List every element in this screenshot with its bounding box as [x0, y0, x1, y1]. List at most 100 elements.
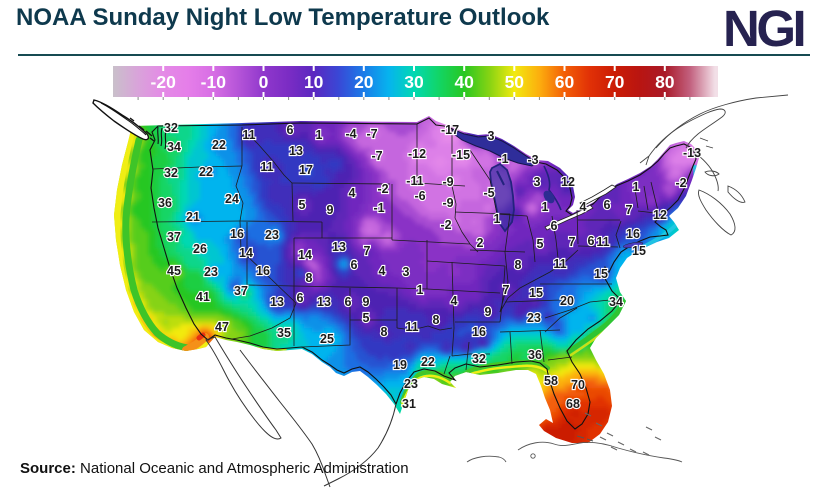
- svg-text:22: 22: [421, 355, 435, 369]
- svg-text:6: 6: [551, 219, 558, 233]
- svg-text:34: 34: [609, 295, 623, 309]
- svg-text:34: 34: [167, 140, 181, 154]
- svg-text:41: 41: [196, 290, 210, 304]
- svg-text:-9: -9: [442, 196, 453, 210]
- svg-text:31: 31: [402, 397, 416, 411]
- svg-text:-7: -7: [371, 149, 382, 163]
- svg-text:37: 37: [234, 284, 248, 298]
- svg-text:70: 70: [605, 72, 625, 92]
- svg-text:22: 22: [212, 138, 226, 152]
- svg-text:7: 7: [569, 235, 576, 249]
- svg-text:5: 5: [363, 311, 370, 325]
- svg-text:-1: -1: [497, 152, 508, 166]
- svg-text:-9: -9: [442, 175, 453, 189]
- svg-text:17: 17: [299, 163, 313, 177]
- svg-text:24: 24: [225, 192, 239, 206]
- svg-text:9: 9: [485, 305, 492, 319]
- svg-text:1: 1: [542, 200, 549, 214]
- svg-text:19: 19: [393, 358, 407, 372]
- svg-text:7: 7: [364, 244, 371, 258]
- svg-text:45: 45: [167, 264, 181, 278]
- svg-text:11: 11: [242, 128, 255, 142]
- svg-text:11: 11: [596, 235, 609, 249]
- svg-text:58: 58: [544, 374, 558, 388]
- svg-text:10: 10: [304, 72, 324, 92]
- svg-text:23: 23: [204, 265, 218, 279]
- svg-text:7: 7: [626, 203, 633, 217]
- svg-text:13: 13: [270, 295, 284, 309]
- svg-text:2: 2: [477, 236, 484, 250]
- svg-text:22: 22: [199, 165, 213, 179]
- svg-text:-5: -5: [483, 186, 494, 200]
- svg-text:-10: -10: [201, 72, 227, 92]
- svg-text:6: 6: [604, 198, 611, 212]
- svg-text:6: 6: [287, 123, 294, 137]
- svg-text:14: 14: [239, 246, 253, 260]
- svg-text:5: 5: [537, 237, 544, 251]
- svg-text:-2: -2: [377, 182, 388, 196]
- svg-text:-7: -7: [366, 127, 377, 141]
- svg-text:16: 16: [472, 325, 486, 339]
- svg-text:-11: -11: [406, 174, 423, 188]
- svg-text:-3: -3: [527, 153, 538, 167]
- svg-text:1: 1: [633, 180, 640, 194]
- svg-text:15: 15: [632, 244, 646, 258]
- svg-text:25: 25: [320, 332, 334, 346]
- svg-text:26: 26: [193, 242, 207, 256]
- svg-text:5: 5: [299, 198, 306, 212]
- svg-text:-1: -1: [373, 201, 384, 215]
- svg-text:12: 12: [561, 175, 575, 189]
- svg-text:-6: -6: [414, 189, 425, 203]
- svg-text:68: 68: [566, 397, 580, 411]
- svg-text:7: 7: [503, 283, 510, 297]
- svg-text:37: 37: [167, 230, 181, 244]
- svg-text:60: 60: [555, 72, 575, 92]
- svg-text:-2: -2: [675, 176, 686, 190]
- svg-text:9: 9: [363, 295, 370, 309]
- svg-text:47: 47: [215, 320, 229, 334]
- svg-text:21: 21: [186, 210, 200, 224]
- svg-text:8: 8: [433, 313, 440, 327]
- svg-text:16: 16: [256, 264, 270, 278]
- svg-text:4: 4: [451, 294, 458, 308]
- svg-text:12: 12: [653, 208, 667, 222]
- svg-text:-20: -20: [151, 72, 177, 92]
- svg-text:9: 9: [327, 203, 334, 217]
- svg-text:11: 11: [405, 320, 418, 334]
- svg-text:6: 6: [345, 295, 352, 309]
- svg-text:14: 14: [298, 248, 312, 262]
- svg-text:13: 13: [317, 295, 331, 309]
- svg-text:8: 8: [381, 325, 388, 339]
- svg-text:8: 8: [306, 271, 313, 285]
- svg-text:8: 8: [515, 258, 522, 272]
- svg-text:50: 50: [505, 72, 525, 92]
- svg-text:0: 0: [259, 72, 269, 92]
- svg-text:15: 15: [594, 267, 608, 281]
- svg-text:3: 3: [534, 175, 541, 189]
- svg-text:6: 6: [351, 258, 358, 272]
- svg-text:32: 32: [164, 121, 178, 135]
- svg-text:30: 30: [404, 72, 424, 92]
- svg-text:-15: -15: [452, 148, 470, 162]
- svg-text:-4: -4: [345, 127, 356, 141]
- svg-text:-2: -2: [440, 218, 451, 232]
- svg-text:1: 1: [417, 283, 424, 297]
- svg-text:11: 11: [553, 257, 566, 271]
- svg-text:23: 23: [265, 228, 279, 242]
- svg-text:70: 70: [571, 378, 585, 392]
- svg-text:32: 32: [472, 352, 486, 366]
- svg-text:4: 4: [379, 264, 386, 278]
- svg-text:16: 16: [626, 227, 640, 241]
- svg-text:-12: -12: [408, 147, 426, 161]
- svg-text:40: 40: [454, 72, 474, 92]
- svg-text:-17: -17: [441, 123, 459, 137]
- svg-text:6: 6: [588, 234, 595, 248]
- svg-text:36: 36: [158, 196, 172, 210]
- svg-text:23: 23: [527, 311, 541, 325]
- svg-text:20: 20: [354, 72, 374, 92]
- svg-text:36: 36: [528, 348, 542, 362]
- svg-text:6: 6: [297, 291, 304, 305]
- svg-text:11: 11: [260, 160, 273, 174]
- svg-text:32: 32: [164, 166, 178, 180]
- svg-text:1: 1: [316, 128, 323, 142]
